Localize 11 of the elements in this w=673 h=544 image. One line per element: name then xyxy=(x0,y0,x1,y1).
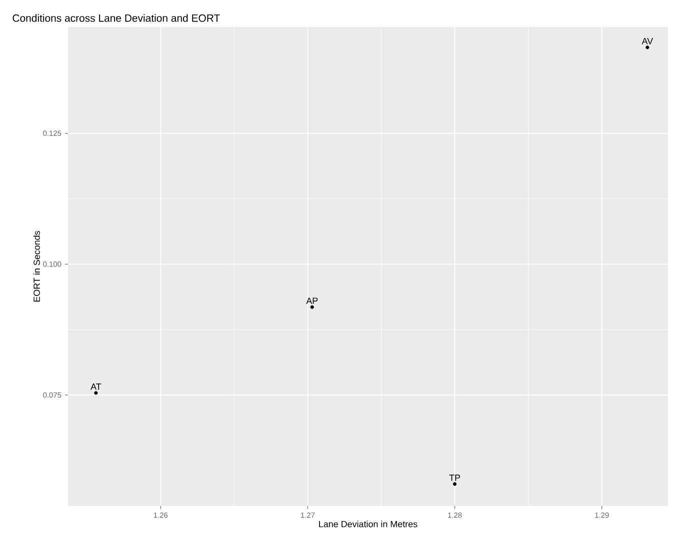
x-axis-title: Lane Deviation in Metres xyxy=(319,520,418,528)
point xyxy=(94,391,98,395)
point xyxy=(310,305,314,309)
chart-title: Conditions across Lane Deviation and EORT xyxy=(12,14,220,22)
point xyxy=(452,482,457,486)
annotation: TP xyxy=(449,474,460,481)
y-axis-title: EORT in Seconds xyxy=(33,231,40,302)
annotation: AV xyxy=(642,38,654,44)
point xyxy=(646,46,650,50)
annotation: AP xyxy=(306,298,318,304)
annotation: AT xyxy=(90,384,102,390)
